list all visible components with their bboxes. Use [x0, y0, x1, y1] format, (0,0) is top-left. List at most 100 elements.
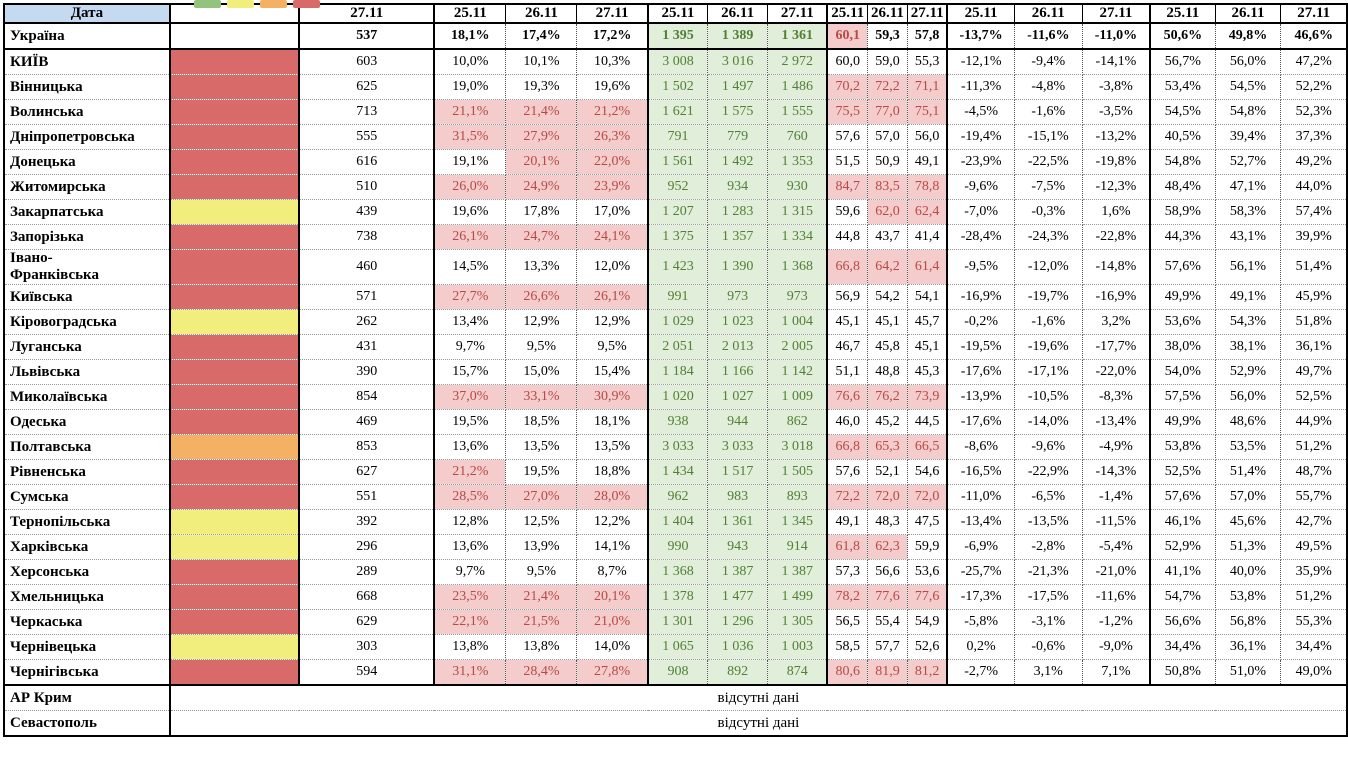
abs-cell: 962: [647, 484, 709, 510]
count-cell: 303: [299, 634, 436, 660]
pct-cell: 26,1%: [576, 284, 649, 310]
load-cell: 72,0: [867, 484, 908, 510]
status-color-cell: [169, 124, 301, 150]
load-cell: 78,2: [827, 584, 868, 610]
share-cell: 53,6%: [1150, 309, 1216, 335]
share-cell: 42,7%: [1280, 509, 1348, 535]
status-color-cell: [169, 584, 301, 610]
abs-cell: 3 018: [767, 434, 829, 460]
status-color-cell: [169, 23, 301, 50]
region-name-cell: Волинська: [4, 99, 171, 125]
load-cell: 52,1: [867, 459, 908, 485]
count-cell: 390: [299, 359, 436, 385]
share-cell: 51,8%: [1280, 309, 1348, 335]
share-cell: 54,3%: [1215, 309, 1282, 335]
load-cell: 54,1: [907, 284, 949, 310]
load-cell: 77,6: [867, 584, 908, 610]
load-cell: 56,0: [907, 124, 949, 150]
count-cell: 469: [299, 409, 436, 435]
load-cell: 51,1: [827, 359, 868, 385]
pct-cell: 21,1%: [434, 99, 507, 125]
pct-cell: 12,5%: [505, 509, 578, 535]
abs-cell: 1 378: [647, 584, 709, 610]
load-cell: 59,9: [907, 534, 949, 560]
change-cell: -23,9%: [947, 149, 1015, 175]
abs-cell: 1 353: [767, 149, 829, 175]
region-name-cell: Чернігівська: [4, 659, 171, 686]
share-cell: 39,4%: [1215, 124, 1282, 150]
load-cell: 55,4: [867, 609, 908, 635]
pct-cell: 13,8%: [434, 634, 507, 660]
table-row: Тернопільська 392 12,8% 12,5% 12,2% 1 404 1 36…: [4, 509, 1348, 535]
load-cell: 45,7: [907, 309, 949, 335]
abs-cell: 1 423: [647, 249, 709, 285]
pct-cell: 23,9%: [576, 174, 649, 200]
change-cell: -22,9%: [1014, 459, 1083, 485]
change-cell: -11,6%: [1082, 584, 1152, 610]
change-cell: -5,4%: [1082, 534, 1152, 560]
change-cell: -24,3%: [1014, 224, 1083, 250]
pct-cell: 19,1%: [434, 149, 507, 175]
pct-cell: 13,9%: [505, 534, 578, 560]
pct-cell: 12,0%: [576, 249, 649, 285]
pct-cell: 13,4%: [434, 309, 507, 335]
abs-cell: 1 621: [647, 99, 709, 125]
no-data-cell: відсутні дані: [169, 685, 1347, 711]
pct-cell: 9,5%: [505, 334, 578, 360]
share-cell: 54,0%: [1150, 359, 1216, 385]
abs-cell: 1 368: [767, 249, 829, 285]
load-cell: 62,4: [907, 199, 949, 225]
pct-cell: 12,9%: [576, 309, 649, 335]
abs-cell: 973: [767, 284, 829, 310]
abs-cell: 1 492: [707, 149, 769, 175]
load-cell: 81,2: [907, 659, 949, 686]
table-row: Київська 571 27,7% 26,6% 26,1% 991 973 973 56,9 5…: [4, 284, 1348, 310]
region-name-cell: Вінницька: [4, 74, 171, 100]
pct-cell: 17,4%: [505, 23, 578, 50]
load-cell: 45,8: [867, 334, 908, 360]
legend-swatch-red: [293, 0, 320, 8]
load-cell: 75,1: [907, 99, 949, 125]
status-color-cell: [169, 149, 301, 175]
count-cell: 627: [299, 459, 436, 485]
load-cell: 64,2: [867, 249, 908, 285]
load-cell: 61,4: [907, 249, 949, 285]
share-cell: 45,6%: [1215, 509, 1282, 535]
col-header-date: 25.11: [1150, 4, 1216, 24]
count-cell: 571: [299, 284, 436, 310]
load-cell: 59,6: [827, 199, 868, 225]
pct-cell: 9,5%: [576, 334, 649, 360]
load-cell: 49,1: [907, 149, 949, 175]
load-cell: 57,7: [867, 634, 908, 660]
abs-cell: 1 305: [767, 609, 829, 635]
load-cell: 45,1: [827, 309, 868, 335]
region-name-cell: Івано- Франківська: [4, 249, 171, 285]
abs-cell: 1 561: [647, 149, 709, 175]
share-cell: 51,4%: [1215, 459, 1282, 485]
change-cell: -7,0%: [947, 199, 1015, 225]
abs-cell: 2 013: [707, 334, 769, 360]
abs-cell: 1 390: [707, 249, 769, 285]
col-header-date: 25.11: [647, 4, 709, 24]
pct-cell: 37,0%: [434, 384, 507, 410]
abs-cell: 1 334: [767, 224, 829, 250]
share-cell: 52,2%: [1280, 74, 1348, 100]
load-cell: 77,0: [867, 99, 908, 125]
pct-cell: 24,9%: [505, 174, 578, 200]
abs-cell: 952: [647, 174, 709, 200]
change-cell: -4,8%: [1014, 74, 1083, 100]
pct-cell: 14,0%: [576, 634, 649, 660]
table-row: Івано- Франківська 460 14,5% 13,3% 12,0% 1 42…: [4, 249, 1348, 285]
share-cell: 50,8%: [1150, 659, 1216, 686]
share-cell: 51,2%: [1280, 434, 1348, 460]
load-cell: 84,7: [827, 174, 868, 200]
change-cell: -11,3%: [947, 74, 1015, 100]
abs-cell: 1 345: [767, 509, 829, 535]
load-cell: 60,0: [827, 49, 868, 75]
change-cell: -2,8%: [1014, 534, 1083, 560]
load-cell: 72,2: [827, 484, 868, 510]
change-cell: -19,7%: [1014, 284, 1083, 310]
legend-swatch-yellow: [227, 0, 254, 8]
pct-cell: 19,3%: [505, 74, 578, 100]
region-name-cell: Хмельницька: [4, 584, 171, 610]
